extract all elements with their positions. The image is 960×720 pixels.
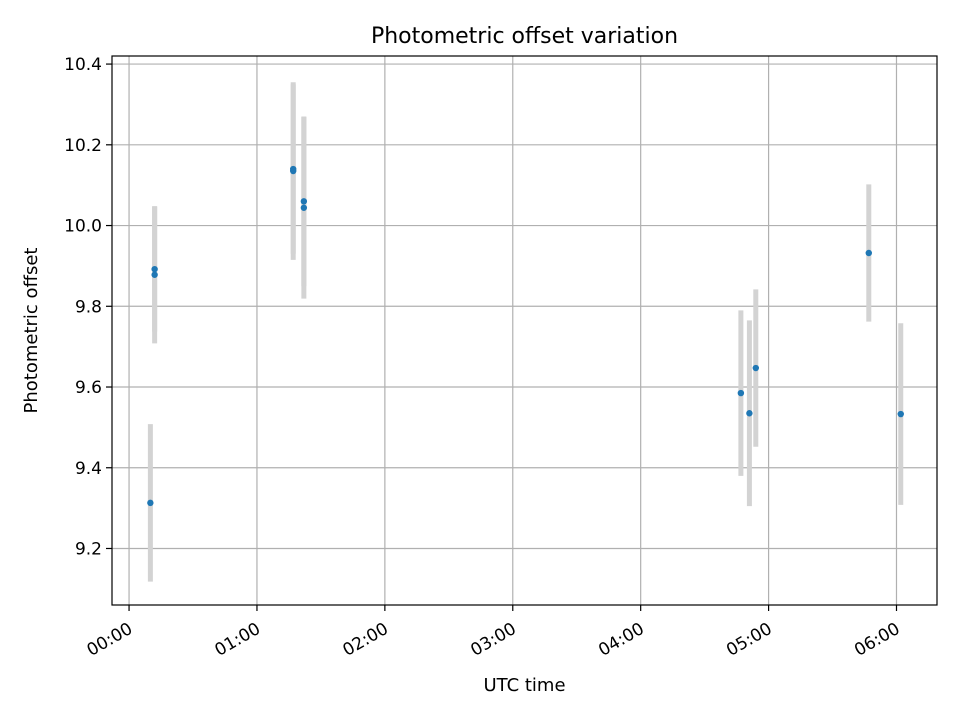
data-point [737, 389, 745, 397]
data-point [300, 198, 308, 205]
y-tick-label: 9.4 [75, 459, 102, 479]
y-tick-label: 9.8 [75, 297, 102, 317]
y-axis-label: Photometric offset [21, 248, 42, 414]
y-tick-label: 10.0 [64, 217, 102, 237]
plot-frame [111, 55, 938, 606]
data-point [752, 364, 759, 372]
y-tick-label: 9.2 [75, 539, 102, 559]
y-tick-label: 9.6 [75, 378, 102, 398]
data-points [147, 165, 904, 507]
data-point [300, 204, 308, 211]
data-point [290, 165, 297, 173]
data-point [151, 271, 158, 278]
data-point [147, 499, 154, 507]
y-tick-label: 10.2 [64, 136, 102, 156]
x-axis-label: UTC time [483, 675, 565, 696]
data-point [746, 410, 753, 417]
data-point [897, 410, 904, 418]
chart-title: Photometric offset variation [371, 24, 678, 49]
data-point [151, 265, 158, 273]
grid [112, 56, 937, 605]
data-point [865, 249, 872, 257]
y-tick-label: 10.4 [64, 55, 102, 75]
y-axis: 9.2 9.4 9.6 9.8 10.0 10.2 10.4 [64, 55, 112, 559]
